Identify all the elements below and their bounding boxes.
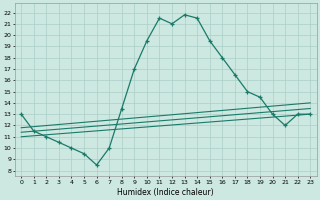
X-axis label: Humidex (Indice chaleur): Humidex (Indice chaleur) — [117, 188, 214, 197]
